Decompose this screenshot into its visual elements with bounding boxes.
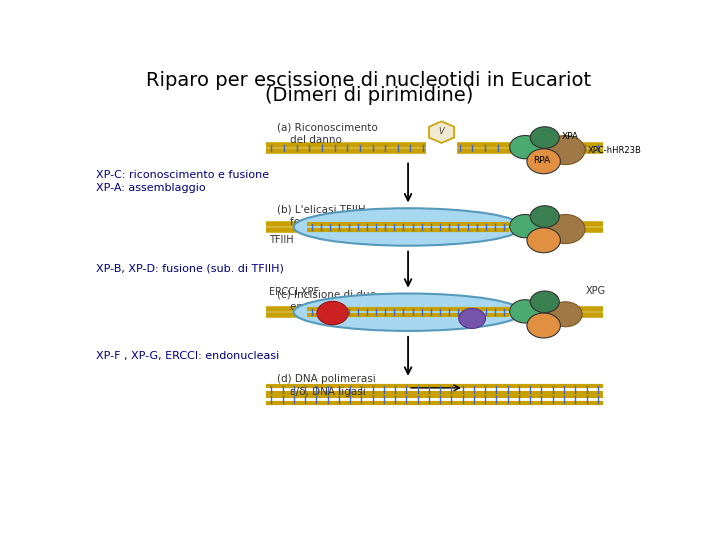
Ellipse shape bbox=[294, 208, 523, 246]
Text: TFIIH: TFIIH bbox=[269, 235, 293, 245]
Circle shape bbox=[530, 127, 559, 148]
Text: XPG: XPG bbox=[585, 286, 606, 296]
Text: RPA: RPA bbox=[534, 157, 551, 165]
Circle shape bbox=[530, 291, 559, 313]
Circle shape bbox=[549, 302, 582, 327]
Circle shape bbox=[510, 214, 541, 238]
Circle shape bbox=[527, 149, 560, 174]
Circle shape bbox=[527, 228, 560, 253]
Text: XPA: XPA bbox=[562, 132, 578, 141]
Circle shape bbox=[546, 136, 585, 165]
Text: XP-F , XP-G, ERCCI: endonucleasi: XP-F , XP-G, ERCCI: endonucleasi bbox=[96, 351, 279, 361]
Circle shape bbox=[527, 313, 560, 338]
Text: (a) Riconoscimento
    del danno: (a) Riconoscimento del danno bbox=[277, 122, 378, 145]
Text: XP-B, XP-D: fusione (sub. di TFIIH): XP-B, XP-D: fusione (sub. di TFIIH) bbox=[96, 264, 284, 274]
Circle shape bbox=[546, 214, 585, 244]
Circle shape bbox=[510, 136, 541, 159]
Text: ERCCI-XPF: ERCCI-XPF bbox=[269, 287, 319, 297]
Text: (b) L'elicasi TFIIH
    fonde il DNA: (b) L'elicasi TFIIH fonde il DNA bbox=[277, 204, 366, 227]
Text: Riparo per escissione di nucleotidi in Eucariot: Riparo per escissione di nucleotidi in E… bbox=[146, 71, 592, 90]
Text: (d) DNA polimerasi
    ε/δ, DNA ligasi: (d) DNA polimerasi ε/δ, DNA ligasi bbox=[277, 374, 376, 396]
Text: XP-C: riconoscimento e fusione
XP-A: assemblaggio: XP-C: riconoscimento e fusione XP-A: ass… bbox=[96, 170, 269, 193]
Text: V: V bbox=[438, 127, 444, 136]
Text: (c) Incisione di due
    endonucleasi: (c) Incisione di due endonucleasi bbox=[277, 289, 376, 312]
Circle shape bbox=[459, 308, 485, 328]
Text: XPC-hHR23B: XPC-hHR23B bbox=[588, 146, 642, 154]
Circle shape bbox=[317, 301, 348, 325]
Circle shape bbox=[510, 300, 541, 323]
Ellipse shape bbox=[294, 293, 523, 331]
Circle shape bbox=[530, 206, 559, 227]
Text: (Dimeri di pirimidine): (Dimeri di pirimidine) bbox=[265, 85, 473, 105]
